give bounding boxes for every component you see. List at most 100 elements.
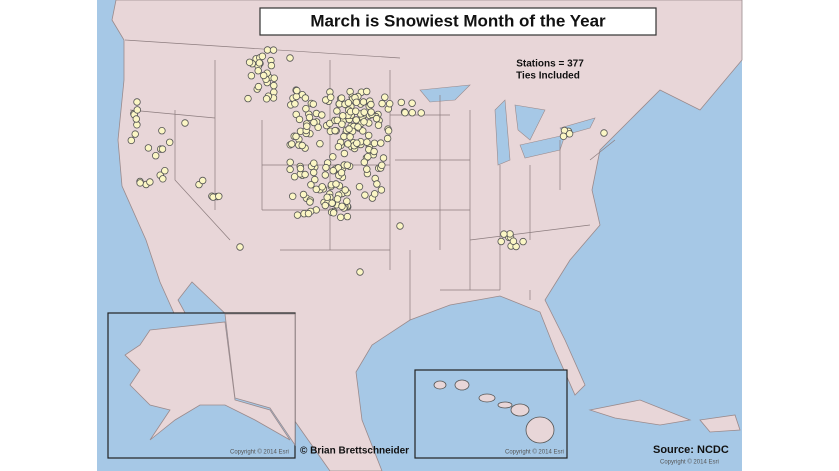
station-dot bbox=[359, 98, 368, 106]
station-dot bbox=[270, 81, 278, 90]
station-dot bbox=[378, 161, 386, 169]
station-dot bbox=[360, 118, 368, 126]
station-dot bbox=[344, 99, 353, 107]
station-dot bbox=[181, 119, 189, 127]
station-dot bbox=[396, 222, 404, 230]
station-dot bbox=[260, 71, 268, 80]
station-dot bbox=[497, 237, 505, 246]
station-dot bbox=[334, 142, 343, 151]
station-dot bbox=[198, 176, 207, 185]
station-dot bbox=[371, 190, 379, 198]
station-dot bbox=[408, 99, 416, 107]
station-dot bbox=[270, 74, 278, 82]
station-dot bbox=[288, 140, 296, 148]
station-dot bbox=[131, 130, 139, 138]
station-dot bbox=[267, 61, 276, 70]
station-dot bbox=[133, 98, 141, 106]
station-dot bbox=[338, 120, 346, 128]
station-dot bbox=[165, 138, 174, 146]
station-dot bbox=[367, 100, 375, 109]
station-dot bbox=[506, 230, 514, 238]
station-dot bbox=[343, 197, 351, 205]
credit: © Brian Brettschneider bbox=[300, 446, 409, 457]
station-dot bbox=[258, 52, 267, 60]
station-dot bbox=[158, 126, 166, 135]
station-dot bbox=[500, 230, 508, 238]
station-dot bbox=[298, 141, 306, 150]
station-dot bbox=[302, 104, 310, 113]
station-dot bbox=[343, 212, 352, 221]
station-dot bbox=[372, 114, 381, 123]
station-dot bbox=[310, 168, 318, 177]
station-dot bbox=[161, 166, 169, 175]
station-dot bbox=[374, 121, 383, 129]
station-dot bbox=[127, 136, 135, 145]
great-lakes bbox=[419, 84, 596, 166]
station-dot bbox=[310, 118, 318, 127]
station-dot bbox=[361, 191, 369, 199]
station-dot bbox=[292, 132, 300, 141]
station-dot bbox=[291, 100, 299, 108]
station-dot bbox=[132, 115, 140, 123]
station-dot bbox=[303, 122, 311, 130]
station-dot bbox=[363, 87, 371, 96]
station-dot bbox=[304, 209, 313, 218]
station-dot bbox=[370, 147, 378, 156]
stations-note: Stations = 377 bbox=[516, 59, 584, 70]
station-dot bbox=[144, 144, 153, 152]
station-dot bbox=[384, 127, 393, 135]
station-dot bbox=[286, 158, 294, 166]
station-dot bbox=[337, 213, 345, 221]
station-dot bbox=[353, 139, 361, 147]
station-dot bbox=[364, 152, 372, 161]
station-dot bbox=[328, 199, 336, 207]
station-dot bbox=[377, 139, 385, 147]
station-dot bbox=[360, 108, 368, 116]
station-dot bbox=[333, 116, 341, 124]
station-dot bbox=[332, 180, 340, 188]
copyright: Copyright © 2014 Esri bbox=[505, 449, 564, 456]
station-dot bbox=[244, 94, 252, 103]
station-dot bbox=[136, 179, 144, 187]
station-dot bbox=[301, 94, 310, 102]
station-dot bbox=[310, 159, 318, 167]
station-dot bbox=[346, 133, 354, 141]
title-box bbox=[259, 7, 657, 36]
station-dot bbox=[159, 175, 167, 183]
station-dot bbox=[323, 193, 331, 201]
station-dot bbox=[299, 190, 308, 199]
station-dot bbox=[321, 201, 329, 210]
station-dot bbox=[408, 108, 416, 117]
station-dot bbox=[401, 108, 409, 117]
station-dot bbox=[295, 115, 304, 124]
station-dot bbox=[262, 95, 271, 103]
station-dot bbox=[158, 145, 167, 153]
station-dot bbox=[236, 243, 244, 251]
station-dot bbox=[360, 158, 368, 166]
station-dot bbox=[327, 93, 335, 101]
station-dot bbox=[329, 209, 338, 217]
station-dot bbox=[309, 100, 317, 108]
station-dot bbox=[316, 139, 324, 148]
station-dot bbox=[333, 195, 342, 203]
station-dot bbox=[370, 139, 379, 147]
station-dot bbox=[151, 151, 160, 160]
station-dot bbox=[359, 127, 367, 135]
station-dot bbox=[600, 129, 608, 137]
canada-inset bbox=[224, 313, 296, 447]
station-dot bbox=[286, 165, 294, 174]
title: March is Snowiest Month of the Year bbox=[310, 11, 606, 30]
station-dot bbox=[338, 202, 346, 210]
station-dot bbox=[352, 116, 360, 124]
hispaniola bbox=[699, 414, 741, 433]
station-dot bbox=[286, 54, 294, 62]
station-dot bbox=[355, 182, 364, 191]
station-dot bbox=[363, 165, 371, 173]
station-dot bbox=[352, 107, 360, 115]
station-dot bbox=[383, 134, 392, 143]
station-dot bbox=[321, 171, 329, 179]
station-markers bbox=[127, 46, 608, 276]
station-dot bbox=[367, 108, 375, 116]
station-dot bbox=[215, 192, 223, 200]
